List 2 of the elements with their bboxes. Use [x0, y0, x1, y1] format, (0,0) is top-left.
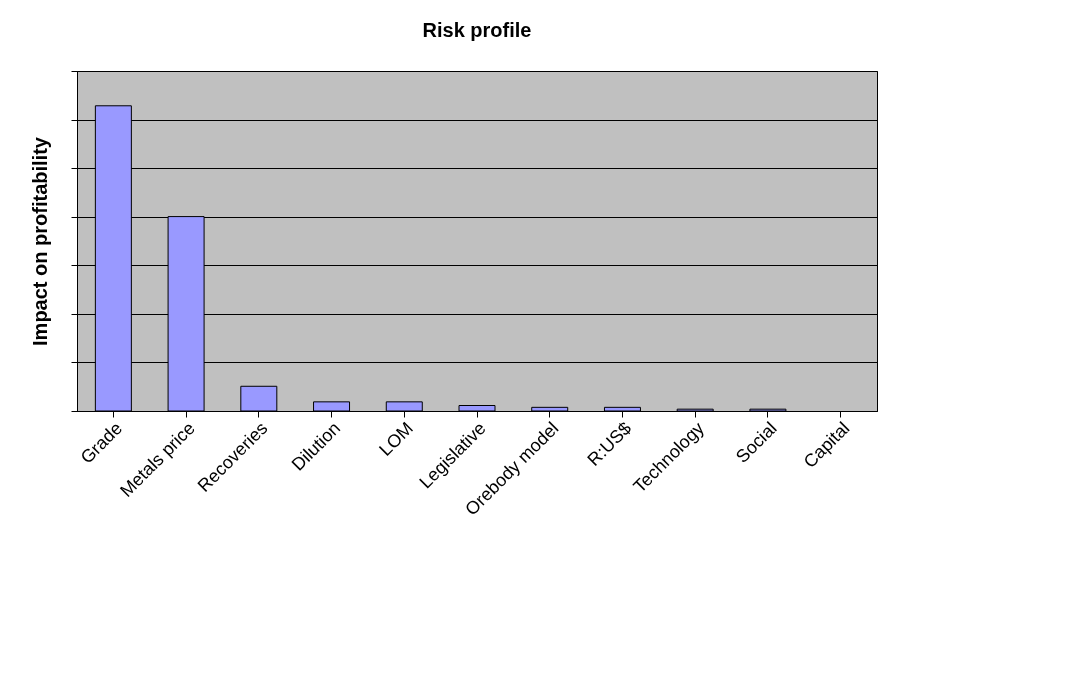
y-axis-title: Impact on profitability — [29, 136, 51, 346]
chart-title: Risk profile — [422, 18, 532, 41]
